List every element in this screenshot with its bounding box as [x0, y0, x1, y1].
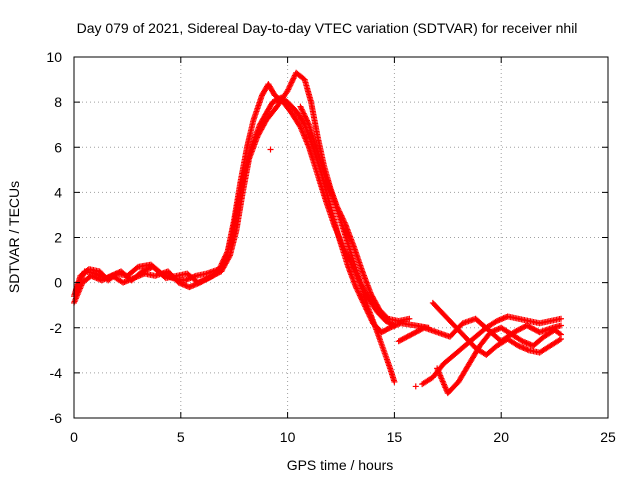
data-point: [289, 78, 296, 85]
data-point: [298, 106, 305, 113]
data-point: [301, 111, 308, 118]
x-tick-label: 20: [493, 429, 509, 445]
x-tick-label: 10: [280, 429, 296, 445]
x-tick-label: 5: [177, 429, 185, 445]
data-point: [354, 288, 361, 295]
data-point: [305, 120, 312, 127]
outlier-point: [267, 146, 274, 153]
data-point: [556, 330, 563, 337]
y-tick-label: -2: [50, 320, 63, 336]
data-markers: [71, 69, 565, 397]
data-point: [133, 264, 140, 271]
data-point: [558, 315, 565, 322]
y-axis-label: SDTVAR / TECUs: [6, 181, 22, 293]
y-axis-ticks: -6 -4 -2 0 2 4 6 8 10: [46, 49, 608, 426]
data-point: [75, 282, 82, 289]
data-point: [299, 107, 306, 114]
data-point: [77, 278, 84, 285]
data-point: [113, 270, 120, 277]
data-point: [558, 322, 565, 329]
data-point: [289, 76, 296, 83]
data-point: [74, 283, 81, 290]
data-point: [285, 86, 292, 93]
outlier-point: [412, 383, 419, 390]
data-point: [352, 284, 359, 291]
y-tick-label: 8: [54, 94, 62, 110]
y-tick-label: 2: [54, 230, 62, 246]
data-point: [302, 113, 309, 120]
y-tick-label: 10: [46, 49, 62, 65]
data-point: [112, 270, 119, 277]
data-point: [77, 276, 84, 283]
data-point: [357, 293, 364, 300]
data-point: [304, 118, 311, 125]
data-point: [287, 82, 294, 89]
y-tick-label: 6: [54, 139, 62, 155]
data-point: [286, 83, 293, 90]
data-point: [107, 273, 114, 280]
data-point: [297, 103, 304, 110]
data-point: [298, 105, 305, 112]
data-point: [284, 87, 291, 94]
data-point: [111, 271, 118, 278]
data-point: [109, 272, 116, 279]
y-tick-label: -4: [50, 365, 63, 381]
data-point: [303, 117, 310, 124]
data-point: [354, 286, 361, 293]
x-axis-ticks: 0 5 10 15 20 25: [70, 57, 616, 445]
data-point: [300, 110, 307, 117]
data-point: [103, 275, 110, 282]
data-point: [406, 315, 413, 322]
data-point: [73, 285, 80, 292]
data-point: [79, 273, 86, 280]
data-point: [291, 73, 298, 80]
x-tick-label: 0: [70, 429, 78, 445]
data-point: [108, 272, 115, 279]
x-tick-label: 25: [600, 429, 616, 445]
data-point: [104, 274, 111, 281]
y-tick-label: -6: [50, 410, 63, 426]
y-tick-label: 4: [54, 184, 62, 200]
x-axis-label: GPS time / hours: [287, 457, 394, 473]
data-point: [558, 336, 565, 343]
data-point: [556, 336, 563, 343]
data-point: [296, 122, 303, 129]
data-point: [226, 253, 233, 260]
data-point: [290, 75, 297, 82]
data-point: [353, 285, 360, 292]
data-point: [75, 280, 82, 287]
data-point: [79, 272, 86, 279]
data-point: [288, 79, 295, 86]
chart-title: Day 079 of 2021, Sidereal Day-to-day VTE…: [77, 20, 578, 36]
data-point: [287, 80, 294, 87]
data-point: [303, 116, 310, 123]
data-point: [302, 114, 309, 121]
data-point: [105, 273, 112, 280]
y-tick-label: 0: [54, 275, 62, 291]
data-point: [78, 275, 85, 282]
x-tick-label: 15: [387, 429, 403, 445]
data-point: [285, 85, 292, 92]
data-point: [300, 109, 307, 116]
data-point: [356, 292, 363, 299]
data-point: [391, 378, 398, 385]
